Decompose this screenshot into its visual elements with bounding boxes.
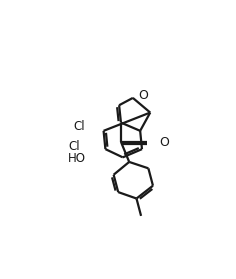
Text: Cl: Cl bbox=[74, 120, 85, 133]
Text: Cl: Cl bbox=[68, 140, 80, 153]
Text: O: O bbox=[138, 89, 148, 102]
Text: O: O bbox=[159, 136, 169, 149]
Text: HO: HO bbox=[68, 152, 86, 165]
